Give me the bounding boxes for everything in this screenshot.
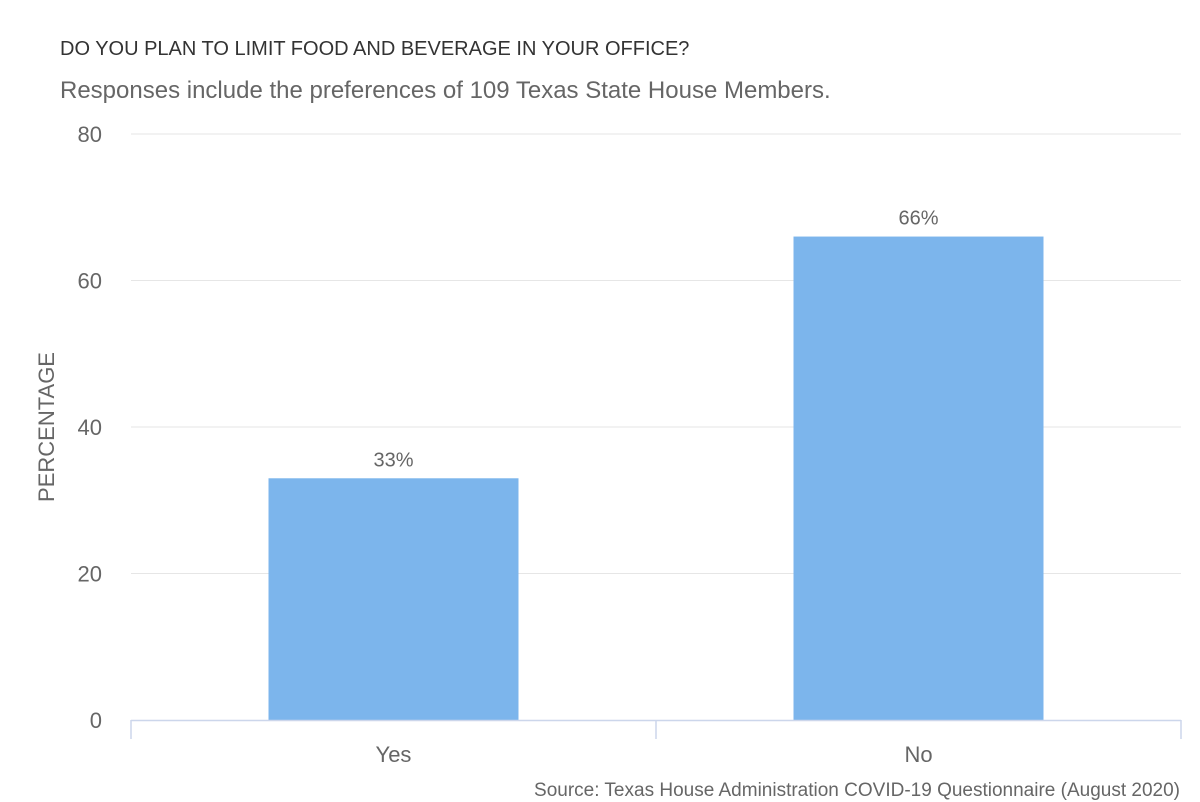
y-tick-label-20: 20	[78, 562, 102, 587]
y-tick-label-0: 0	[90, 708, 102, 733]
chart-subtitle: Responses include the preferences of 109…	[60, 77, 831, 104]
y-tick-label-80: 80	[78, 122, 102, 147]
bar-series	[268, 236, 1044, 721]
y-tick-label-40: 40	[78, 415, 102, 440]
data-label-yes: 33%	[373, 449, 413, 471]
bar-no	[793, 236, 1044, 721]
bar-yes	[268, 478, 519, 720]
data-labels: 33% 66%	[373, 208, 938, 472]
x-axis	[130, 719, 1182, 739]
x-tick-label-no: No	[904, 742, 932, 767]
y-axis-label: PERCENTAGE	[34, 352, 59, 502]
x-tick-label-yes: Yes	[376, 742, 412, 767]
chart-title: DO YOU PLAN TO LIMIT FOOD AND BEVERAGE I…	[60, 38, 690, 60]
x-axis-tick-labels: Yes No	[376, 742, 933, 767]
source-credit: Source: Texas House Administration COVID…	[534, 780, 1180, 801]
y-tick-label-60: 60	[78, 269, 102, 294]
data-label-no: 66%	[898, 208, 938, 230]
y-axis-tick-labels: 0 20 40 60 80	[78, 122, 102, 733]
